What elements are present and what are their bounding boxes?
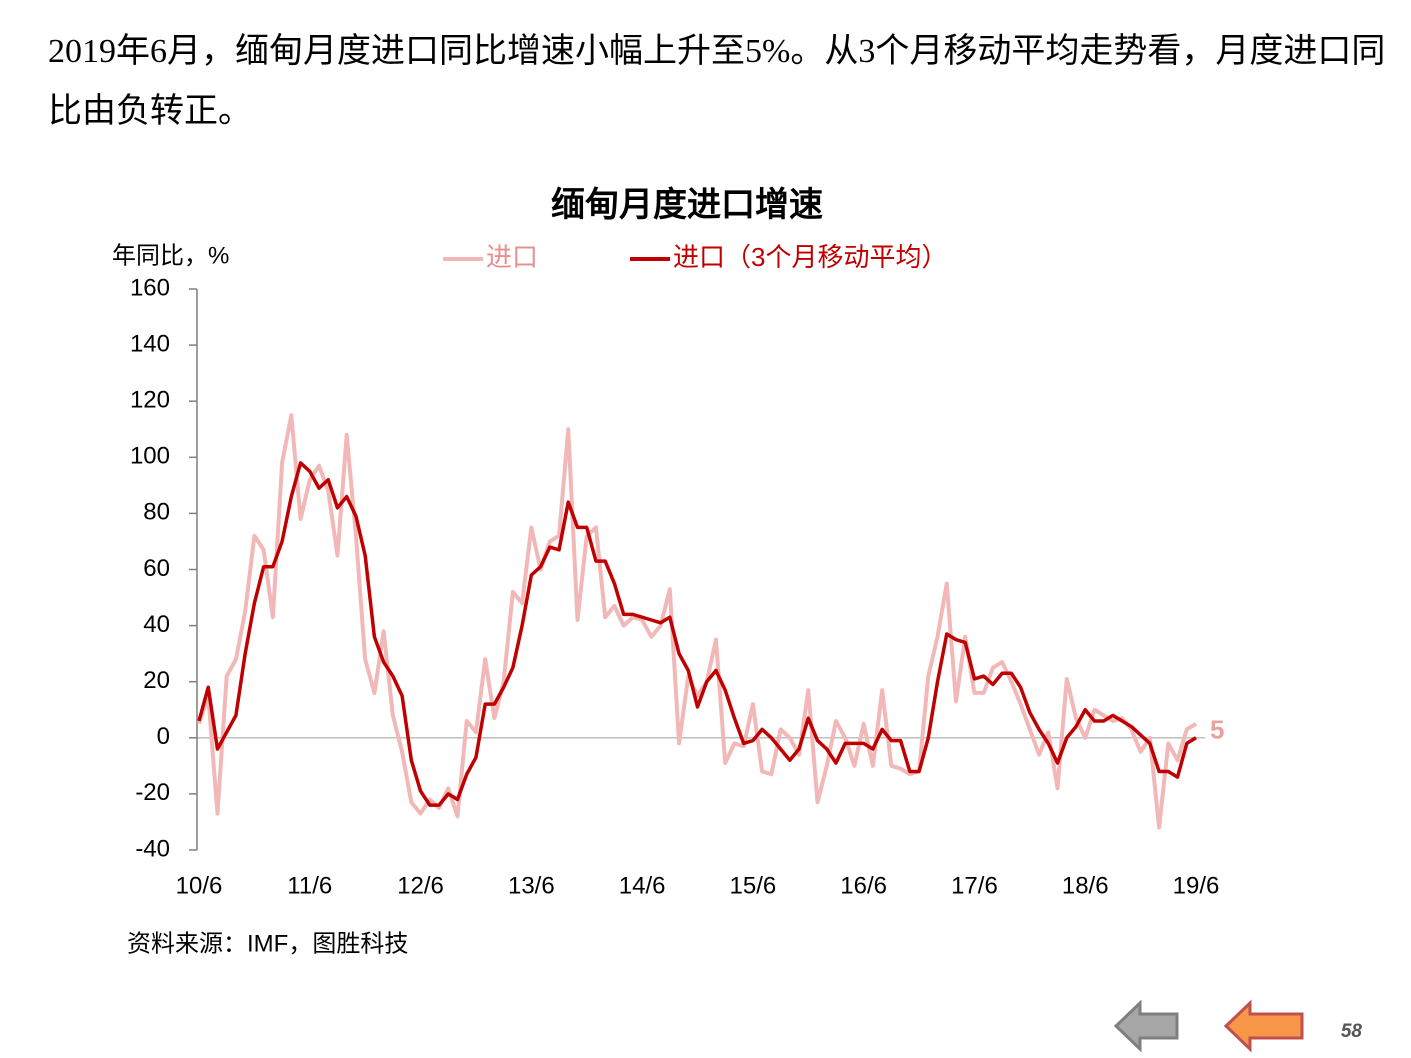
x-tick-label: 14/6 [619,872,666,899]
y-tick-label: -20 [135,779,170,806]
x-tick-label: 16/6 [840,872,887,899]
y-tick-label: 40 [143,611,170,638]
legend-label: 进口 [486,242,538,272]
series-line [197,461,1197,807]
page-number: 58 [1341,1021,1363,1042]
chart-title: 缅甸月度进口增速 [551,186,823,224]
y-tick-label: 20 [143,667,170,694]
y-tick-label: 120 [130,387,170,414]
y-tick-label: 0 [157,723,170,750]
legend-label: 进口（3个月移动平均） [673,242,947,272]
forward-arrow[interactable] [1223,999,1304,1053]
y-tick-label: 100 [130,443,170,470]
back-button[interactable] [1113,999,1179,1053]
y-tick-label: 60 [143,555,170,582]
x-tick-label: 12/6 [397,872,444,899]
y-tick-label: 80 [143,499,170,526]
series-line [197,413,1198,830]
end-value-label: 5 [1210,715,1224,745]
x-tick-label: 17/6 [951,872,998,899]
x-tick-label: 15/6 [730,872,777,899]
summary-text: 2019年6月，缅甸月度进口同比增速小幅上升至5%。从3个月移动平均走势看，月度… [48,33,1386,130]
y-axis-label: 年同比，% [112,242,229,269]
forward-button[interactable] [1223,999,1304,1053]
y-tick-label: 160 [130,274,170,301]
x-tick-label: 10/6 [176,872,223,899]
y-tick-label: -40 [135,835,170,862]
x-tick-label: 13/6 [508,872,555,899]
source: 资料来源：IMF，图胜科技 [127,930,408,957]
y-tick-label: 140 [130,330,170,357]
x-tick-label: 11/6 [287,872,332,899]
back-arrow[interactable] [1113,999,1179,1053]
x-tick-label: 18/6 [1062,872,1109,899]
x-tick-label: 19/6 [1173,872,1220,899]
